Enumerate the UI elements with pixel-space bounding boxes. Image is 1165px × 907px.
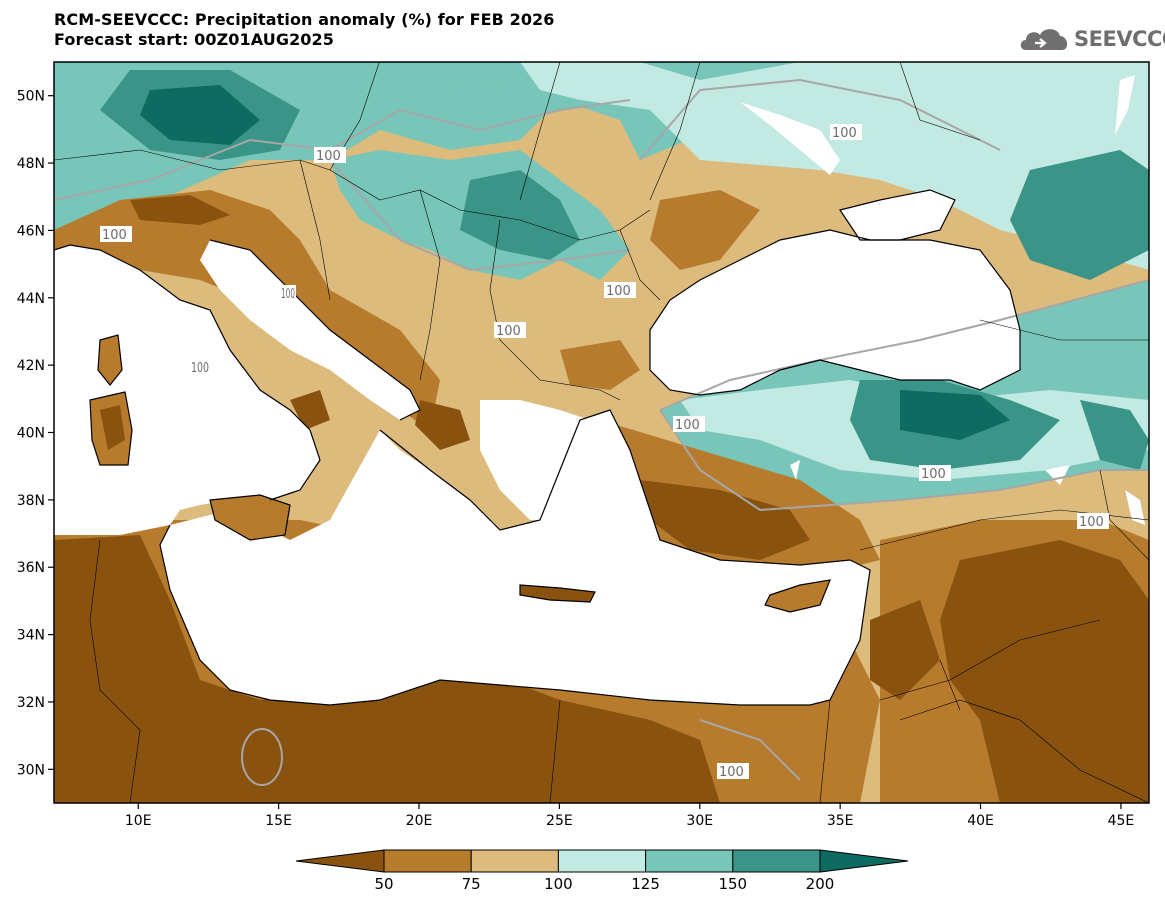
x-tick-label: 10E bbox=[125, 813, 152, 829]
y-tick-label: 46N bbox=[17, 223, 45, 239]
colorbar-label: 200 bbox=[806, 875, 835, 893]
y-tick-label: 50N bbox=[17, 89, 45, 105]
colorbar-label: 150 bbox=[718, 875, 747, 893]
y-tick-label: 44N bbox=[17, 291, 45, 307]
x-tick-label: 45E bbox=[1108, 813, 1135, 829]
contour-label: 100 bbox=[316, 149, 341, 164]
colorbar-label: 125 bbox=[631, 875, 660, 893]
contour-labels: 100 100 100 100 100 100 100 100 100 100 … bbox=[100, 124, 1109, 780]
contour-label: 100 bbox=[191, 361, 209, 376]
colorbar-bin bbox=[383, 849, 472, 873]
colorbar-bin bbox=[645, 849, 734, 873]
logo-text: SEEVCCC bbox=[1074, 27, 1165, 51]
y-tick-label: 34N bbox=[17, 628, 45, 644]
colorbar-bin bbox=[732, 849, 821, 873]
y-tick-label: 38N bbox=[17, 493, 45, 509]
islands bbox=[90, 335, 830, 612]
colorbar-bin bbox=[819, 849, 909, 873]
colorbar-bin bbox=[295, 849, 385, 873]
colorbar-bin bbox=[470, 849, 559, 873]
x-tick-label: 30E bbox=[686, 813, 713, 829]
y-tick-label: 32N bbox=[17, 695, 45, 711]
x-axis: 10E 15E 20E 25E 30E 35E 40E 45E bbox=[125, 803, 1134, 829]
colorbar-label: 100 bbox=[544, 875, 573, 893]
colorbar: 50 75 100 125 150 200 bbox=[295, 849, 909, 893]
coastline bbox=[54, 189, 1021, 706]
x-tick-label: 25E bbox=[546, 813, 573, 829]
very-dry-region bbox=[54, 195, 1149, 803]
y-axis: 50N 48N 46N 44N 42N 40N 38N 36N 34N 32N 30N bbox=[17, 89, 54, 778]
forecast-start: Forecast start: 00Z01AUG2025 bbox=[54, 30, 334, 49]
contour-label: 100 bbox=[496, 324, 521, 339]
contour-label: 100 bbox=[281, 287, 295, 302]
cloud-icon bbox=[1020, 29, 1068, 50]
contour-label: 100 bbox=[1079, 515, 1104, 530]
y-tick-label: 36N bbox=[17, 560, 45, 576]
y-tick-label: 40N bbox=[17, 426, 45, 442]
contour-label: 100 bbox=[102, 228, 127, 243]
contour-label: 100 bbox=[675, 418, 700, 433]
map-title: RCM-SEEVCCC: Precipitation anomaly (%) f… bbox=[54, 10, 555, 29]
y-tick-label: 30N bbox=[17, 762, 45, 778]
seevccc-logo: SEEVCCC bbox=[1018, 24, 1165, 54]
contour-label: 100 bbox=[606, 284, 631, 299]
anomaly-field: 100 100 100 100 100 100 100 100 100 100 … bbox=[54, 62, 1149, 803]
x-tick-label: 40E bbox=[967, 813, 994, 829]
contour-label: 100 bbox=[719, 765, 744, 780]
y-tick-label: 42N bbox=[17, 358, 45, 374]
x-tick-label: 20E bbox=[406, 813, 433, 829]
colorbar-label: 75 bbox=[462, 875, 481, 893]
contour-label: 100 bbox=[832, 126, 857, 141]
x-tick-label: 35E bbox=[827, 813, 854, 829]
contour-label: 100 bbox=[921, 467, 946, 482]
y-tick-label: 48N bbox=[17, 156, 45, 172]
colorbar-bin bbox=[557, 849, 647, 873]
title-block: RCM-SEEVCCC: Precipitation anomaly (%) f… bbox=[54, 10, 555, 50]
colorbar-label: 50 bbox=[374, 875, 393, 893]
country-borders bbox=[54, 62, 1149, 803]
x-tick-label: 15E bbox=[265, 813, 292, 829]
